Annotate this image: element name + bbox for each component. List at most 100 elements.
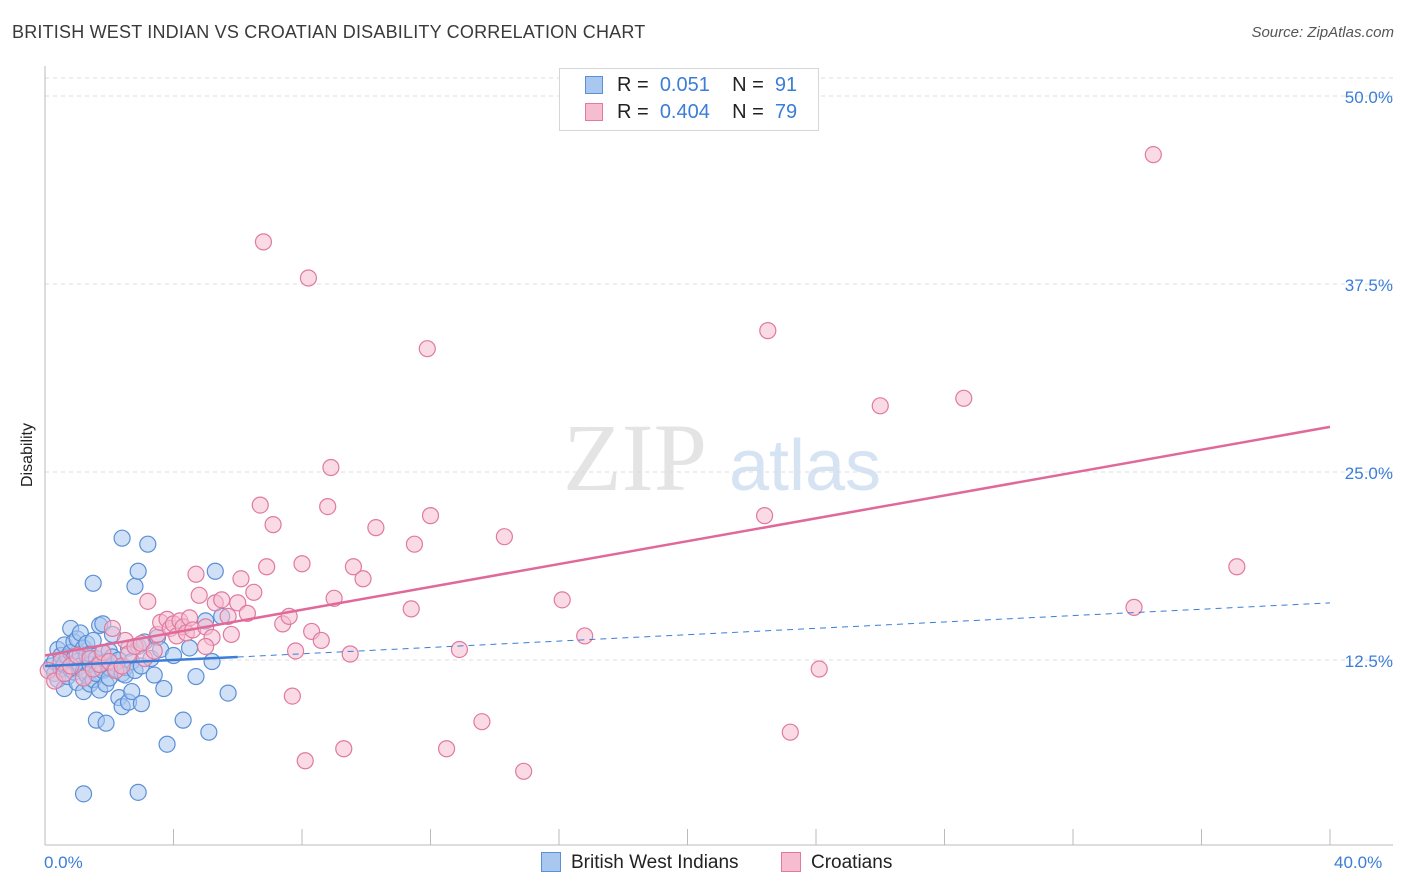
x-min-label: 0.0% (44, 853, 83, 872)
data-point-croatians (515, 762, 533, 780)
data-point-british-west-indians (155, 679, 173, 698)
data-point-croatians (473, 713, 491, 731)
data-point-croatians (759, 322, 777, 340)
legend-label-british-west-indians: British West Indians (571, 852, 739, 873)
data-point-british-west-indians (203, 652, 221, 671)
data-point-croatians (1228, 558, 1246, 576)
data-point-british-west-indians (74, 785, 93, 803)
legend-n-value: 91 (774, 74, 798, 96)
chart-title: BRITISH WEST INDIAN VS CROATIAN DISABILI… (12, 22, 646, 42)
y-tick-label: 50.0% (1345, 88, 1393, 107)
watermark-zip: ZIP (563, 404, 707, 511)
data-point-croatians (296, 752, 314, 770)
data-point-croatians (187, 565, 205, 583)
data-point-british-west-indians (84, 574, 102, 592)
data-point-british-west-indians (158, 735, 176, 753)
legend-r-value: 0.051 (659, 74, 710, 96)
data-point-croatians (421, 507, 440, 525)
legend-label-croatians: Croatians (811, 852, 893, 873)
data-point-croatians (283, 687, 301, 705)
data-point-croatians (197, 637, 215, 656)
data-point-croatians (312, 631, 330, 650)
data-point-british-west-indians (200, 723, 218, 741)
data-point-croatians (103, 619, 122, 638)
data-point-british-west-indians (132, 695, 150, 713)
data-point-british-west-indians (174, 711, 192, 729)
data-point-croatians (810, 660, 828, 678)
data-point-croatians (322, 458, 340, 477)
y-tick-label: 12.5% (1345, 652, 1393, 671)
data-point-croatians (405, 535, 424, 553)
data-point-croatians (264, 516, 282, 534)
data-point-croatians (286, 642, 305, 660)
data-point-croatians (576, 627, 594, 645)
data-point-croatians (871, 397, 889, 415)
trend-line-croatians (44, 425, 1331, 657)
data-point-croatians (190, 586, 208, 604)
data-point-british-west-indians (113, 529, 131, 547)
data-point-croatians (344, 558, 362, 576)
legend-n-label: N = (732, 101, 764, 123)
data-point-croatians (299, 269, 318, 287)
legend-swatch-blue (585, 76, 603, 94)
data-point-british-west-indians (126, 577, 144, 595)
data-point-british-west-indians (187, 667, 205, 686)
watermark-atlas: atlas (729, 426, 881, 506)
data-point-croatians (222, 625, 240, 644)
data-point-croatians (245, 583, 263, 601)
data-point-british-west-indians (206, 562, 224, 580)
trend-lines (44, 425, 1331, 668)
data-point-british-west-indians (84, 631, 102, 650)
data-point-british-west-indians (180, 639, 199, 657)
data-point-croatians (335, 740, 353, 758)
trend-line-british-west-indians-extended (237, 602, 1331, 658)
data-point-british-west-indians (129, 562, 147, 580)
data-point-croatians (495, 528, 513, 546)
data-point-croatians (437, 740, 456, 758)
data-point-croatians (1144, 146, 1162, 164)
data-point-croatians (755, 507, 774, 525)
legend-swatch-pink (781, 852, 801, 872)
bottom-legend-blue: British West Indians (541, 852, 739, 874)
data-point-croatians (145, 642, 163, 660)
data-point-british-west-indians (123, 682, 141, 701)
bottom-legend-pink: Croatians (781, 852, 892, 874)
data-point-british-west-indians (219, 684, 237, 702)
legend-swatch-blue (541, 852, 561, 872)
data-point-croatians (450, 640, 469, 659)
data-point-croatians (139, 592, 157, 610)
data-point-croatians (232, 570, 250, 588)
data-point-croatians (418, 340, 436, 358)
y-tick-labels: 50.0% 37.5% 25.0% 12.5% (1345, 88, 1393, 671)
data-point-croatians (254, 233, 273, 251)
legend-n-label: N = (732, 74, 764, 96)
data-point-croatians (229, 594, 247, 612)
source-label: Source: ZipAtlas.com (1251, 24, 1394, 41)
legend-row-blue: R = 0.051 N = 91 (585, 74, 797, 100)
y-tick-label: 37.5% (1345, 276, 1393, 295)
data-point-croatians (293, 555, 311, 573)
data-point-croatians (219, 607, 237, 625)
y-tick-label: 25.0% (1345, 464, 1393, 483)
data-point-croatians (955, 389, 973, 407)
data-point-british-west-indians (97, 714, 115, 732)
data-point-croatians (781, 723, 799, 741)
data-point-british-west-indians (139, 535, 157, 553)
legend-r-label: R = (617, 101, 649, 123)
data-point-croatians (553, 591, 571, 609)
data-point-croatians (367, 519, 385, 537)
data-point-croatians (319, 497, 337, 516)
data-point-croatians (341, 645, 359, 663)
legend-swatch-pink (585, 103, 603, 121)
legend-n-value: 79 (774, 101, 798, 123)
legend-box: R = 0.051 N = 91 R = 0.404 N = 79 (559, 68, 819, 131)
data-point-croatians (354, 570, 372, 588)
data-point-croatians (238, 604, 256, 622)
x-max-label: 40.0% (1334, 853, 1383, 872)
gridlines (45, 77, 1393, 661)
legend-r-label: R = (617, 74, 649, 96)
trend-line-british-west-indians (44, 655, 238, 668)
data-point-croatians (1125, 598, 1143, 616)
axes (44, 66, 1393, 846)
